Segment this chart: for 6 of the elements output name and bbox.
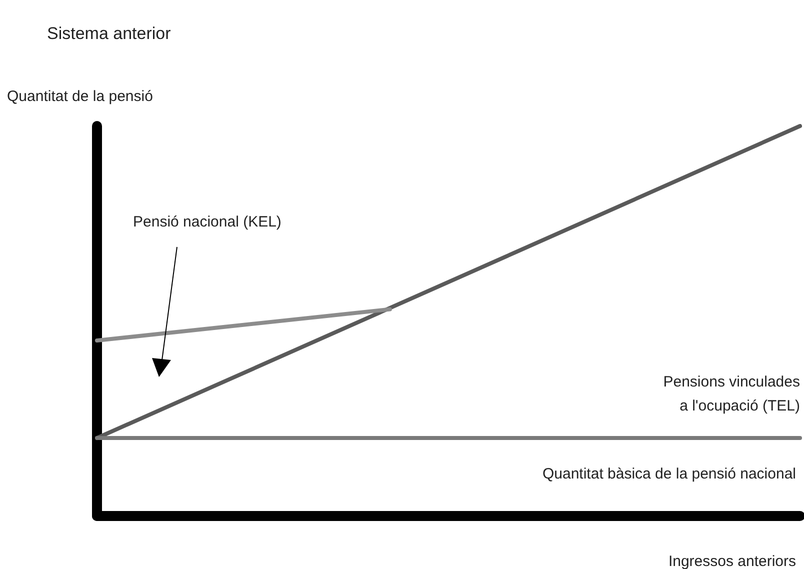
- chart-title: Sistema anterior: [47, 24, 172, 43]
- annotation: Pensions vinculades a l'ocupació (TEL): [663, 374, 800, 414]
- annotation: Pensió nacional (KEL): [133, 214, 282, 230]
- y-axis-title: Quantitat de la pensió: [7, 88, 153, 105]
- x-axis-title: Ingressos anteriors: [668, 553, 796, 569]
- annotation: Quantitat bàsica de la pensió nacional: [542, 466, 796, 482]
